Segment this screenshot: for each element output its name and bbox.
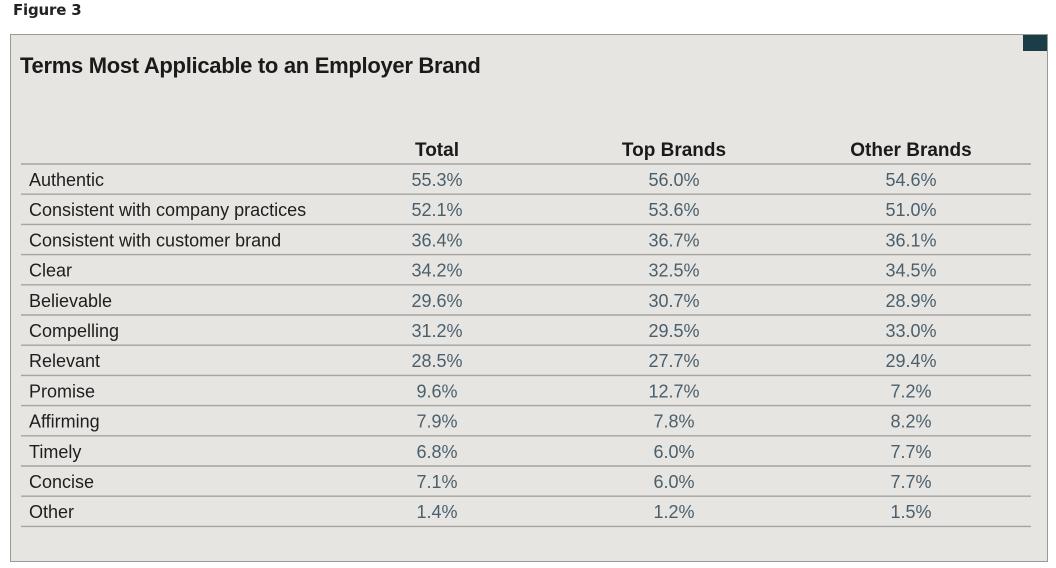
table-cell-value: 29.5% bbox=[648, 321, 699, 341]
table-cell-value: 51.0% bbox=[885, 200, 936, 220]
row-label: Affirming bbox=[29, 412, 100, 432]
table-cell-value: 29.4% bbox=[885, 351, 936, 371]
table-cell-value: 54.6% bbox=[885, 170, 936, 190]
table-cell-value: 28.9% bbox=[885, 291, 936, 311]
table-cell-value: 9.6% bbox=[416, 381, 457, 401]
table-cell-value: 28.5% bbox=[411, 351, 462, 371]
table-cell-value: 36.4% bbox=[411, 230, 462, 250]
table-cell-value: 7.9% bbox=[416, 412, 457, 432]
row-label: Compelling bbox=[29, 321, 119, 341]
table-cell-value: 1.2% bbox=[653, 502, 694, 522]
column-header: Top Brands bbox=[622, 140, 726, 161]
table-panel: Terms Most Applicable to an Employer Bra… bbox=[10, 34, 1048, 562]
row-label: Consistent with customer brand bbox=[29, 230, 281, 250]
column-header: Other Brands bbox=[850, 140, 971, 161]
table-cell-value: 36.1% bbox=[885, 230, 936, 250]
table-cell-value: 56.0% bbox=[648, 170, 699, 190]
column-header: Total bbox=[415, 140, 459, 161]
table-cell-value: 33.0% bbox=[885, 321, 936, 341]
data-table: Total Top Brands Other Brands Authentic 55.3… bbox=[21, 140, 1031, 528]
table-cell-value: 29.6% bbox=[411, 291, 462, 311]
table-cell-value: 8.2% bbox=[890, 412, 931, 432]
table-cell-value: 1.5% bbox=[890, 502, 931, 522]
table-cell-value: 55.3% bbox=[411, 170, 462, 190]
row-label: Other bbox=[29, 502, 74, 522]
table-cell-value: 1.4% bbox=[416, 502, 457, 522]
row-label: Authentic bbox=[29, 170, 104, 190]
table-cell-value: 7.1% bbox=[416, 472, 457, 492]
table-cell-value: 12.7% bbox=[648, 381, 699, 401]
row-label: Promise bbox=[29, 381, 95, 401]
table-cell-value: 31.2% bbox=[411, 321, 462, 341]
table-cell-value: 53.6% bbox=[648, 200, 699, 220]
row-label: Consistent with company practices bbox=[29, 200, 306, 220]
table-cell-value: 32.5% bbox=[648, 261, 699, 281]
table-cell-value: 6.0% bbox=[653, 472, 694, 492]
table-cell-value: 7.8% bbox=[653, 412, 694, 432]
row-label: Relevant bbox=[29, 351, 100, 371]
chart-title: Terms Most Applicable to an Employer Bra… bbox=[20, 53, 481, 78]
row-label: Believable bbox=[29, 291, 112, 311]
table-cell-value: 52.1% bbox=[411, 200, 462, 220]
table-cell-value: 34.2% bbox=[411, 261, 462, 281]
figure-label: Figure 3 bbox=[13, 1, 82, 19]
row-label: Concise bbox=[29, 472, 94, 492]
table-cell-value: 7.7% bbox=[890, 472, 931, 492]
table-cell-value: 34.5% bbox=[885, 261, 936, 281]
row-label: Clear bbox=[29, 261, 72, 281]
table-cell-value: 6.8% bbox=[416, 442, 457, 462]
table-cell-value: 36.7% bbox=[648, 230, 699, 250]
row-label: Timely bbox=[29, 442, 81, 462]
table-cell-value: 6.0% bbox=[653, 442, 694, 462]
table-cell-value: 7.2% bbox=[890, 381, 931, 401]
table-cell-value: 7.7% bbox=[890, 442, 931, 462]
corner-accent-tab bbox=[1023, 35, 1047, 51]
table-cell-value: 27.7% bbox=[648, 351, 699, 371]
table-cell-value: 30.7% bbox=[648, 291, 699, 311]
